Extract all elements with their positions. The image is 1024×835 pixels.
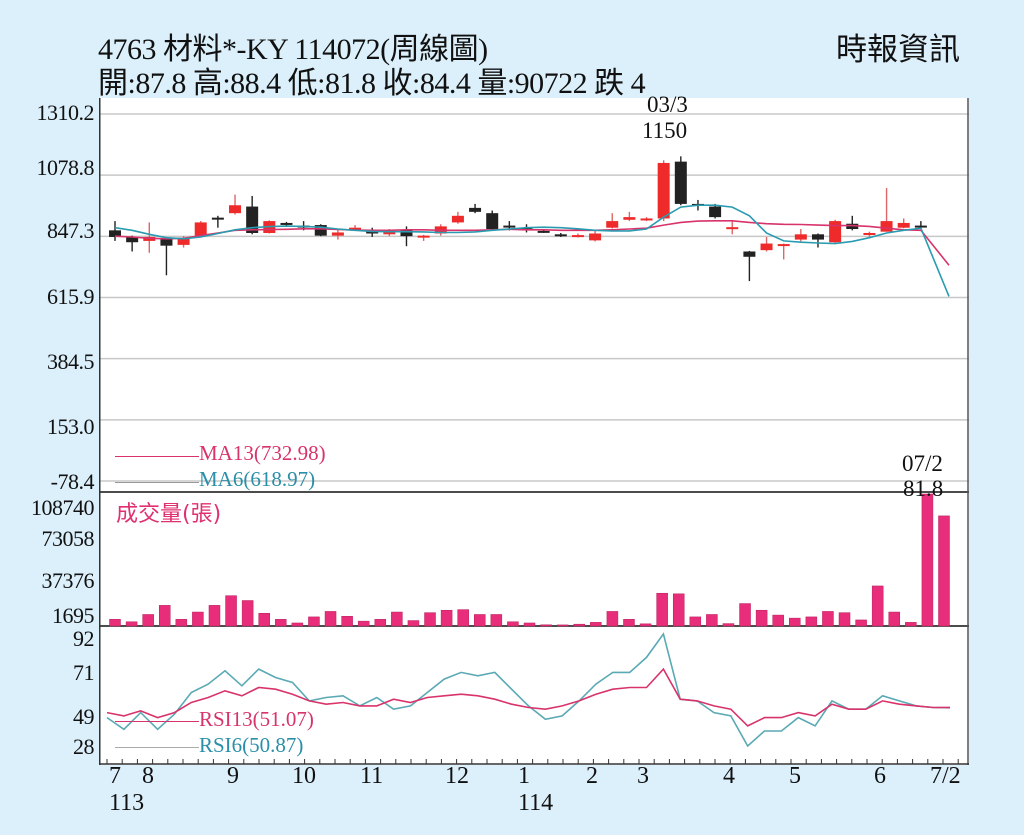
price-tick: 1078.8 [36,155,95,180]
x-tick-month: 3 [637,763,649,789]
x-tick-month: 11 [360,763,384,789]
chart-plot-area: 03/3 1150 07/2 81.8 MA13(732.98) MA6(618… [99,92,969,765]
rsi-tick: 49 [73,704,95,729]
x-tick-month: 9 [227,763,239,789]
x-tick-month: 4 [723,763,735,789]
rsi-tick: 92 [73,626,95,651]
price-tick: 1310.2 [36,100,95,125]
volume-tick: 73058 [41,526,95,551]
price-tick: 153.0 [47,414,95,439]
ma6-legend-line [115,482,199,483]
price-tick: -78.4 [50,469,95,494]
x-tick-month: 7 [109,763,121,789]
volume-tick: 1695 [52,603,95,628]
volume-title: 成交量(張) [116,502,222,527]
brand-label: 時報資訊 [836,32,960,68]
chart-canvas [99,98,969,765]
last-low-label: 81.8 [903,476,944,501]
peak-value-label: 1150 [642,118,688,143]
rsi6-legend-line [115,747,199,748]
x-tick-month: 10 [292,763,316,789]
peak-date-label: 03/3 [647,92,688,117]
x-tick-month: 5 [789,763,801,789]
x-tick-month: 7/2 [930,763,961,789]
x-tick-year: 113 [109,790,145,816]
price-tick: 615.9 [47,284,95,309]
x-tick-month: 12 [445,763,469,789]
volume-tick: 37376 [41,568,95,593]
last-date-label: 07/2 [902,451,943,477]
chart-title: 4763 材料*-KY 114072(周線圖) [98,33,488,66]
ma13-legend: MA13(732.98) [199,441,326,465]
x-tick-month: 2 [586,763,598,789]
ohlc-summary: 開:87.8 高:88.4 低:81.8 收:84.4 量:90722 跌 4 [98,67,646,100]
volume-tick: 108740 [31,495,95,520]
x-tick-month: 1 [518,763,530,789]
price-tick: 384.5 [47,349,95,374]
rsi6-legend: RSI6(50.87) [199,733,304,757]
rsi-tick: 71 [73,660,95,685]
x-tick-year: 114 [518,790,554,816]
ma13-legend-line [115,456,199,457]
rsi13-legend: RSI13(51.07) [199,707,314,731]
price-tick: 847.3 [47,218,95,243]
ma6-legend: MA6(618.97) [199,467,316,491]
x-tick-month: 6 [874,763,886,789]
rsi13-legend-line [115,721,199,722]
x-tick-month: 8 [142,763,154,789]
rsi-tick: 28 [73,734,95,759]
